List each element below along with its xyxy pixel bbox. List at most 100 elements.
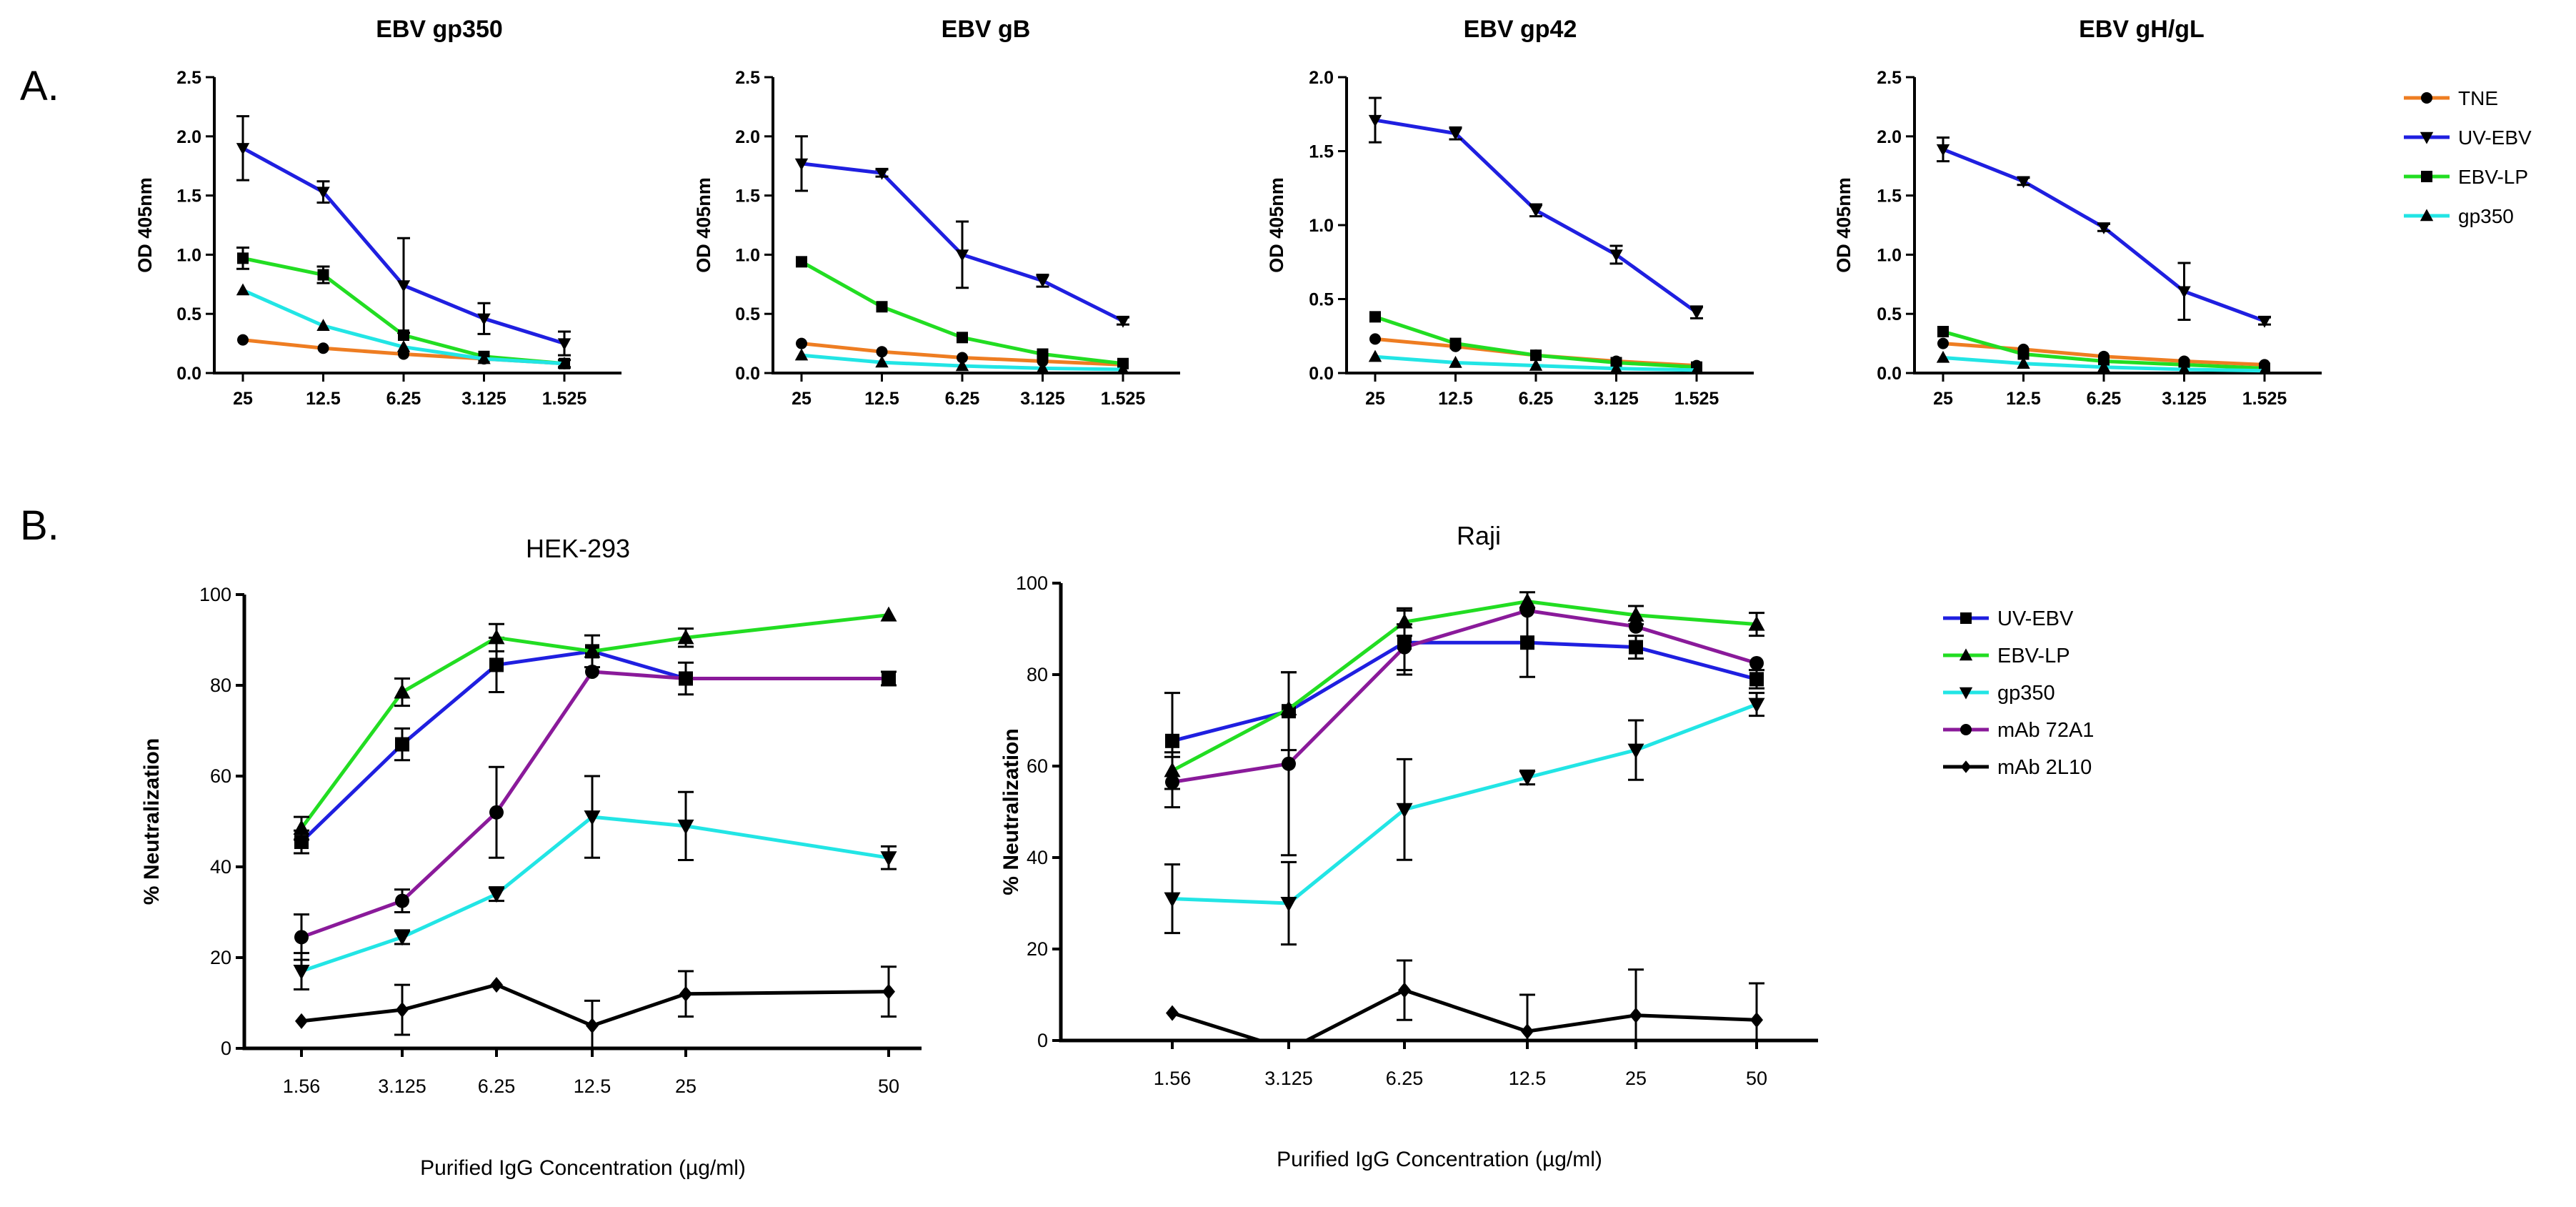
point-tne xyxy=(957,352,968,364)
x-tick-label-raji: 25 xyxy=(1625,1068,1647,1089)
y-tick-label-hek-293: 80 xyxy=(210,675,231,696)
x-tick-label-ebv-gp350: 25 xyxy=(233,389,253,409)
x-tick-label-hek-293: 1.56 xyxy=(283,1076,321,1097)
point-uv-ebv xyxy=(1629,640,1643,655)
x-axis-label-hek-293: Purified IgG Concentration (µg/ml) xyxy=(420,1156,746,1180)
legend-marker-uv-ebv xyxy=(2420,131,2434,144)
x-tick-label-hek-293: 25 xyxy=(675,1076,697,1097)
point-gp350 xyxy=(1368,349,1382,362)
legend-label-gp350: gp350 xyxy=(2458,205,2514,227)
y-tick-label-ebv-gb: 0.0 xyxy=(735,364,760,384)
y-tick-label-hek-293: 60 xyxy=(210,765,231,787)
point-uv-ebv xyxy=(557,338,571,351)
x-tick-label-ebv-gp350: 6.25 xyxy=(386,389,421,409)
point-mab-72a1 xyxy=(585,664,599,679)
point-gp350 xyxy=(2097,360,2111,372)
point-ebv-lp xyxy=(880,606,897,622)
point-uv-ebv xyxy=(1165,733,1179,748)
point-mab-72a1 xyxy=(1397,640,1412,655)
point-uv-ebv xyxy=(2177,286,2191,299)
point-mab-2l10 xyxy=(295,1013,308,1029)
point-uv-ebv xyxy=(1368,114,1382,127)
point-uv-ebv xyxy=(1116,315,1130,328)
point-gp350 xyxy=(584,810,601,826)
y-tick-label-ebv-gh-gl: 1.0 xyxy=(1877,245,1902,265)
series-line-ebv-lp xyxy=(299,613,889,830)
x-tick-label-ebv-gb: 3.125 xyxy=(1020,389,1065,409)
point-ebv-lp xyxy=(2017,348,2030,360)
x-tick-label-hek-293: 6.25 xyxy=(478,1076,516,1097)
x-tick-label-raji: 1.56 xyxy=(1154,1068,1192,1089)
panel-label-a: A. xyxy=(20,63,59,109)
point-uv-ebv xyxy=(316,187,330,199)
x-tick-label-ebv-gh-gl: 1.525 xyxy=(2242,389,2287,409)
point-mab-2l10 xyxy=(1521,1023,1534,1040)
y-tick-label-raji: 100 xyxy=(1016,572,1048,594)
point-tne xyxy=(237,334,249,346)
y-tick-label-hek-293: 100 xyxy=(199,584,231,605)
x-tick-label-ebv-gp350: 12.5 xyxy=(306,389,341,409)
point-gp350 xyxy=(1164,892,1181,908)
point-gp350 xyxy=(1117,362,1129,373)
y-tick-label-ebv-gh-gl: 0.0 xyxy=(1877,364,1902,384)
y-tick-label-ebv-gp350: 1.0 xyxy=(176,245,201,265)
point-gp350 xyxy=(396,339,411,352)
chart-title-ebv-gh-gl: EBV gH/gL xyxy=(2079,16,2205,43)
legend-label-gp350: gp350 xyxy=(1997,682,2055,705)
point-mab-72a1 xyxy=(489,805,504,820)
chart-ebv-gh-gl: EBV gH/gL 0.0 0.5 1.0 1.5 2.0 2.5 25 12.5 6.25 3.1… xyxy=(1833,16,2322,409)
x-tick-label-raji: 6.25 xyxy=(1386,1068,1424,1089)
x-tick-label-hek-293: 50 xyxy=(878,1076,899,1097)
x-tick-label-raji: 50 xyxy=(1746,1068,1767,1089)
point-mab-2l10 xyxy=(396,1002,409,1018)
legend-marker-tne xyxy=(2421,92,2432,104)
legend-label-tne: TNE xyxy=(2458,87,2498,109)
x-tick-label-ebv-gp350: 3.125 xyxy=(461,389,506,409)
point-uv-ebv xyxy=(1449,128,1462,141)
chart-title-raji: Raji xyxy=(1457,521,1501,550)
x-tick-label-ebv-gb: 1.525 xyxy=(1101,389,1146,409)
legend-label-mab-2l10: mAb 2L10 xyxy=(1997,756,2092,779)
chart-raji: Raji 0 20 40 60 80 100 1.56 3.125 6.25 12.5 25 50 % N… xyxy=(999,521,1818,1171)
x-tick-label-hek-293: 3.125 xyxy=(378,1076,426,1097)
y-tick-label-ebv-gb: 2.5 xyxy=(735,68,760,88)
chart-hek-293: HEK-293 0 20 40 60 80 100 1.56 3.125 6.25 12.5 25 50… xyxy=(140,534,922,1180)
point-uv-ebv xyxy=(955,249,969,262)
y-tick-label-ebv-gh-gl: 2.5 xyxy=(1877,68,1902,88)
point-gp350 xyxy=(1036,361,1049,373)
plot-area-raji xyxy=(1164,591,1765,1040)
point-uv-ebv xyxy=(1036,275,1049,288)
series-line-mab-2l10 xyxy=(301,983,889,1028)
point-mab-72a1 xyxy=(395,893,409,908)
point-uv-ebv xyxy=(395,737,409,752)
legend-marker-mab-72a1 xyxy=(1960,724,1972,735)
point-mab-2l10 xyxy=(1750,1012,1763,1028)
legend-marker-gp350 xyxy=(2420,209,2434,222)
y-tick-label-ebv-gp42: 0.5 xyxy=(1309,290,1334,310)
y-axis-label-ebv-gh-gl: OD 405nm xyxy=(1833,177,1854,273)
point-uv-ebv xyxy=(1529,205,1543,217)
y-tick-label-ebv-gp42: 1.5 xyxy=(1309,142,1334,162)
point-gp350 xyxy=(794,348,809,361)
series-line-gp350 xyxy=(301,815,889,973)
point-mab-72a1 xyxy=(294,930,309,945)
point-ebv-lp xyxy=(237,252,249,264)
point-gp350 xyxy=(1691,363,1702,373)
x-axis-label-raji: Purified IgG Concentration (µg/ml) xyxy=(1277,1148,1602,1171)
point-uv-ebv xyxy=(1609,249,1623,262)
point-ebv-lp xyxy=(677,629,694,645)
point-mab-2l10 xyxy=(679,985,692,1002)
point-uv-ebv xyxy=(1749,672,1764,687)
y-axis-label-ebv-gb: OD 405nm xyxy=(693,177,714,273)
point-ebv-lp xyxy=(394,683,411,699)
point-mab-72a1 xyxy=(1165,775,1179,790)
point-mab-2l10 xyxy=(882,983,895,1000)
point-mab-2l10 xyxy=(1398,982,1411,998)
point-tne xyxy=(876,346,888,358)
point-ebv-lp xyxy=(293,820,310,835)
legend-panel-a: TNE UV-EBV EBV-LP gp350 xyxy=(2404,87,2532,227)
point-mab-2l10 xyxy=(490,977,503,993)
x-tick-label-ebv-gh-gl: 3.125 xyxy=(2162,389,2207,409)
plot-area-ebv-gp350 xyxy=(236,115,571,369)
y-axis-label-hek-293: % Neutralization xyxy=(140,738,164,905)
